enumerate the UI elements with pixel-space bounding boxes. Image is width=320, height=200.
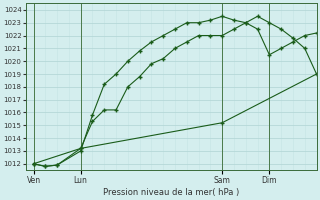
X-axis label: Pression niveau de la mer( hPa ): Pression niveau de la mer( hPa ) xyxy=(103,188,239,197)
